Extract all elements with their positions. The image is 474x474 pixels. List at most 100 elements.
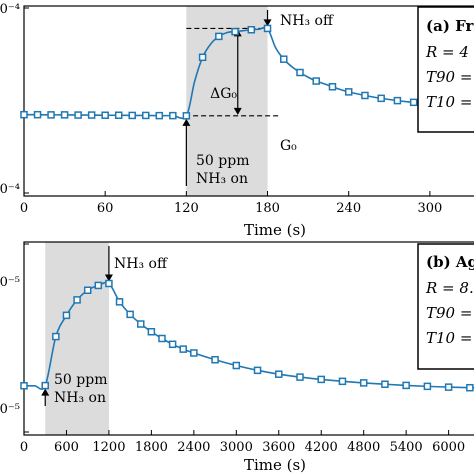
- data-point-marker: [155, 111, 164, 120]
- arrow-head: [263, 19, 272, 27]
- data-point-marker: [296, 68, 304, 77]
- data-point-marker: [182, 112, 191, 120]
- data-point-marker: [73, 296, 81, 304]
- panel-b-on-label-2: NH₃ on: [54, 390, 106, 406]
- data-point-marker: [377, 94, 385, 103]
- panel-a-plot-frame: [23, 5, 474, 197]
- arrow-head: [182, 118, 191, 126]
- data-point-marker: [402, 381, 410, 390]
- x-tick-label: 2400: [177, 440, 210, 455]
- panel-b-on-label-1: 50 ppm: [54, 372, 107, 388]
- data-point-marker: [60, 111, 69, 119]
- panel-a-legend-title: (a) Fr: [426, 17, 474, 35]
- panel-b-legend-line-2: T90 =: [426, 304, 472, 322]
- x-tick-label: 0: [20, 201, 28, 216]
- x-tick-label: 180: [255, 201, 280, 216]
- panel-a-legend-line-3: T10 =: [426, 93, 472, 111]
- data-point-marker: [74, 111, 82, 119]
- data-point-marker: [263, 24, 272, 33]
- data-point-marker: [105, 279, 113, 288]
- x-tick-label: 3600: [262, 440, 295, 455]
- data-point-marker: [338, 377, 347, 386]
- panel-a-g0-label: G₀: [280, 138, 297, 154]
- panel-b-plot-frame: [23, 241, 474, 436]
- arrow-head: [104, 274, 113, 282]
- data-point-marker: [52, 332, 60, 341]
- data-point-marker: [168, 340, 177, 349]
- data-point-marker: [47, 111, 55, 119]
- data-point-marker: [115, 298, 124, 306]
- data-point-marker: [247, 26, 256, 34]
- data-point-marker: [62, 311, 71, 320]
- panel-a-delta-label: ΔG₀: [210, 86, 237, 102]
- data-point-marker: [381, 380, 389, 388]
- data-point-marker: [20, 382, 28, 390]
- x-tick-label: 6000: [432, 440, 465, 455]
- data-point-marker: [466, 383, 474, 392]
- panel-a-legend-line-2: T90 =: [426, 68, 472, 86]
- panel-b-off-label: NH₃ off: [114, 256, 168, 272]
- arrow-head: [41, 388, 50, 396]
- data-point-marker: [280, 55, 288, 63]
- data-point-marker: [142, 111, 150, 120]
- arrow-head: [233, 107, 242, 115]
- data-point-marker: [158, 334, 166, 343]
- x-tick-label: 120: [174, 201, 199, 216]
- data-point-marker: [232, 361, 241, 370]
- panel-b-x-axis-label: Time (s): [244, 456, 306, 474]
- panel-a-shaded-region: [186, 6, 268, 196]
- data-point-marker: [423, 382, 432, 391]
- panel-a-on-label-2: NH₃ on: [196, 171, 248, 187]
- data-point-marker: [190, 349, 198, 357]
- data-point-marker: [83, 286, 92, 294]
- x-tick-label: 300: [417, 201, 442, 216]
- panel-a-y-tick-top: 0⁻⁴: [0, 2, 20, 17]
- panel-b-arrows: [41, 246, 113, 406]
- panel-a-legend-line-1: R = 4: [425, 43, 469, 61]
- data-point-marker: [41, 381, 49, 390]
- data-point-marker: [33, 110, 42, 119]
- data-point-marker: [296, 373, 304, 381]
- data-point-marker: [137, 320, 145, 328]
- x-tick-label: 3000: [220, 440, 253, 455]
- data-point-marker: [231, 27, 239, 36]
- panel-b-markers: [20, 279, 474, 392]
- data-point-marker: [128, 111, 136, 120]
- panel-a-off-label: NH₃ off: [280, 13, 334, 29]
- panel-a-x-axis-label: Time (s): [244, 221, 306, 239]
- data-point-marker: [361, 91, 369, 100]
- x-tick-label: 600: [54, 440, 79, 455]
- x-tick-label: 60: [97, 201, 114, 216]
- panel-b: 0 600 1200 1800 2400 3000 3600 4200 4800 5400 6000…: [0, 241, 474, 474]
- data-point-marker: [147, 327, 156, 336]
- data-point-marker: [275, 370, 283, 378]
- data-point-marker: [444, 383, 453, 391]
- data-point-marker: [312, 77, 320, 85]
- panel-a-on-label-1: 50 ppm: [196, 153, 249, 169]
- x-tick-label: 4800: [347, 440, 380, 455]
- data-point-marker: [328, 83, 337, 91]
- data-point-marker: [215, 32, 223, 41]
- data-point-marker: [126, 310, 134, 319]
- x-tick-label: 4200: [305, 440, 338, 455]
- panel-a-y-tick-bottom: 0⁻⁴: [0, 182, 20, 197]
- data-point-marker: [179, 345, 187, 353]
- panel-b-y-tick-bottom: 0⁻⁵: [0, 402, 20, 417]
- data-point-marker: [101, 111, 109, 119]
- panel-a-x-ticks: 0 60 120 180 240 300: [20, 7, 442, 216]
- x-tick-label: 0: [20, 440, 28, 455]
- panel-b-x-ticks: 0 600 1200 1800 2400 3000 3600 4200 4800 5400 6000: [20, 243, 465, 455]
- panel-b-y-tick-top: 0⁻⁵: [0, 275, 20, 290]
- data-point-marker: [253, 366, 262, 375]
- data-point-marker: [359, 379, 368, 387]
- panel-a: 0 60 120 180 240 300 0⁻⁴ 0⁻⁴ Time (s) NH₃ off…: [0, 2, 474, 239]
- data-point-marker: [87, 111, 96, 119]
- data-point-marker: [409, 98, 418, 107]
- data-point-marker: [114, 111, 123, 119]
- panel-b-legend-title: (b) Ag: [426, 253, 474, 271]
- data-point-marker: [94, 281, 103, 290]
- data-point-marker: [169, 111, 177, 120]
- panel-b-legend-line-1: R = 8.3: [425, 279, 474, 297]
- x-tick-label: 1200: [92, 440, 125, 455]
